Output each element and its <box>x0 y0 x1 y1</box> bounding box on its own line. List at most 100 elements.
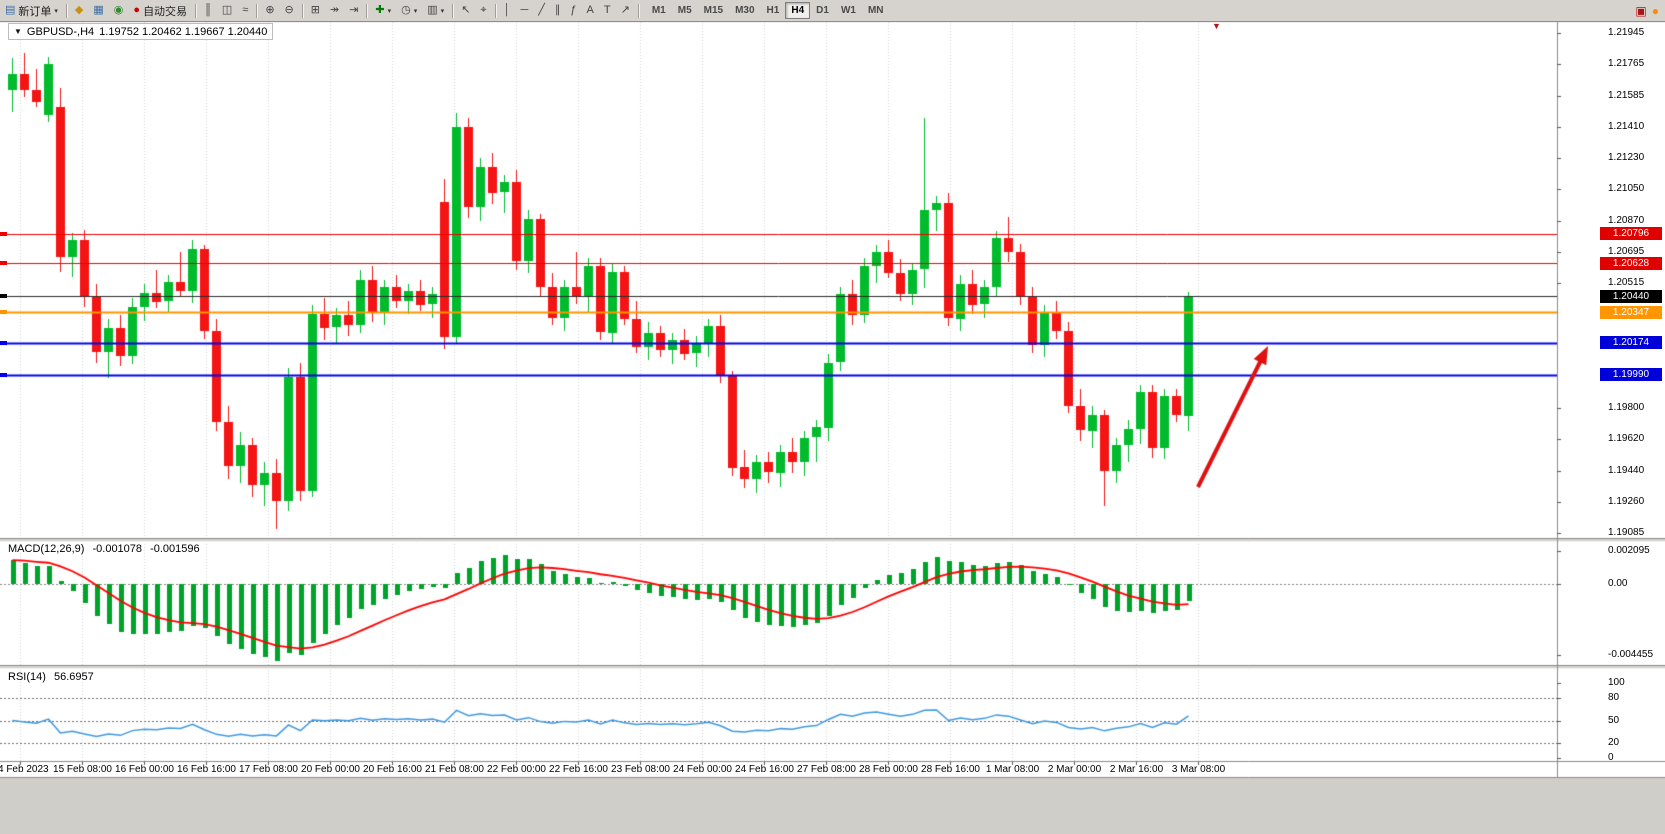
vertical-line-button[interactable]: │ <box>499 2 516 20</box>
macd-name: MACD(12,26,9) <box>8 543 85 555</box>
line-chart-button[interactable]: ≈ <box>237 2 253 20</box>
bars-chart-icon: ║ <box>204 4 212 16</box>
zoom-in-icon: ⊕ <box>265 4 275 16</box>
fibonacci-icon: ƒ <box>570 4 577 16</box>
toolbar-separator <box>65 3 67 18</box>
notifications-button[interactable]: ● <box>1651 3 1660 18</box>
timeframe-mn-button[interactable]: MN <box>862 2 890 19</box>
timeframe-m1-button[interactable]: M1 <box>646 2 672 19</box>
label-tool-button[interactable]: T <box>599 2 616 20</box>
dropdown-caret-icon: ▾ <box>54 7 58 15</box>
new-order-label: 新订单 <box>18 5 52 18</box>
arrows-tool-button[interactable]: ↗ <box>616 2 635 20</box>
chart-ohlc-values: 1.19752 1.20462 1.19667 1.20440 <box>99 25 268 38</box>
bars-chart-button[interactable]: ║ <box>199 2 217 20</box>
time-axis-label: 21 Feb 08:00 <box>425 764 484 775</box>
new-order-button[interactable]: ▤ 新订单 ▾ <box>0 2 63 20</box>
time-axis-label: 20 Feb 16:00 <box>363 764 422 775</box>
horizontal-line-button[interactable]: ─ <box>515 2 533 20</box>
periods-icon: ◷ <box>401 4 411 16</box>
cursor-button[interactable]: ↖ <box>456 2 475 20</box>
tile-windows-icon: ⊞ <box>310 4 320 16</box>
channel-icon: ∥ <box>554 4 561 16</box>
price-axis-label: 1.19260 <box>1608 496 1645 508</box>
timeframe-d1-button[interactable]: D1 <box>810 2 835 19</box>
chart-symbol-period: GBPUSD-,H4 <box>26 25 95 38</box>
tile-windows-button[interactable]: ⊞ <box>306 2 325 20</box>
zoom-out-button[interactable]: ⊖ <box>280 2 299 20</box>
rsi-name: RSI(14) <box>8 671 46 683</box>
time-axis-label: 22 Feb 16:00 <box>549 764 608 775</box>
channel-button[interactable]: ∥ <box>550 2 566 20</box>
timeframe-h4-button[interactable]: H4 <box>785 2 811 19</box>
macd-indicator-label: MACD(12,26,9) -0.001078 -0.001596 <box>8 543 205 555</box>
trendline-button[interactable]: ╱ <box>533 2 550 20</box>
autotrading-button[interactable]: ● 自动交易 <box>128 2 192 20</box>
candles-chart-button[interactable]: ◫ <box>217 2 237 20</box>
auto-scroll-button[interactable]: ↠ <box>325 2 344 20</box>
autotrading-label: 自动交易 <box>143 5 188 18</box>
macd-axis-label: 0.00 <box>1608 578 1628 589</box>
periods-button[interactable]: ◷ ▾ <box>396 2 422 20</box>
label-tool-icon: T <box>603 4 611 16</box>
hline-price-tag: 1.20796 <box>1600 227 1662 241</box>
time-axis-label: 15 Feb 08:00 <box>53 764 112 775</box>
toolbar-separator <box>301 3 303 18</box>
indicators-button[interactable]: ✚ ▾ <box>370 2 396 20</box>
time-axis-label: 1 Mar 08:00 <box>985 764 1040 775</box>
refresh-button[interactable]: ◉ <box>109 2 129 20</box>
price-axis-label: 1.20695 <box>1608 245 1645 257</box>
refresh-icon: ◉ <box>113 4 124 16</box>
timeframe-m5-button[interactable]: M5 <box>672 2 698 19</box>
timeframe-w1-button[interactable]: W1 <box>835 2 862 19</box>
rsi-value: 56.6957 <box>53 671 94 683</box>
rsi-axis-label: 0 <box>1608 752 1614 763</box>
macd-value: -0.001078 <box>92 543 143 555</box>
chart-shift-button[interactable]: ⇥ <box>344 2 363 20</box>
price-axis-label: 1.21230 <box>1608 152 1645 163</box>
hline-left-marker <box>0 340 7 345</box>
rsi-axis-label: 80 <box>1608 692 1620 703</box>
chart-shift-marker-icon[interactable]: ▼ <box>1212 21 1221 31</box>
hline-price-tag: 1.19990 <box>1600 368 1662 382</box>
one-click-collapse-icon[interactable]: ▼ <box>14 27 22 36</box>
market-watch-button[interactable]: ◆ <box>70 2 88 20</box>
vertical-line-icon: │ <box>503 4 511 16</box>
dropdown-caret-icon: ▾ <box>440 7 445 15</box>
fibonacci-button[interactable]: ƒ <box>565 2 581 20</box>
autotrading-icon: ● <box>133 4 141 16</box>
crosshair-button[interactable]: ⌖ <box>475 2 491 20</box>
chart-window-button[interactable]: ▦ <box>88 2 108 20</box>
rsi-axis-label: 20 <box>1608 737 1620 748</box>
price-axis-label: 1.21585 <box>1608 89 1645 101</box>
price-axis-label: 1.20870 <box>1608 214 1645 226</box>
time-axis-label: 16 Feb 00:00 <box>115 764 174 775</box>
zoom-in-button[interactable]: ⊕ <box>260 2 279 20</box>
templates-icon: ▥ <box>427 4 438 16</box>
time-axis-label: 22 Feb 00:00 <box>487 764 546 775</box>
timeframe-h1-button[interactable]: H1 <box>761 2 786 19</box>
timeframe-group: M1 M5 M15 M30 H1 H4 D1 W1 MN <box>646 2 890 19</box>
time-axis-label: 14 Feb 2023 <box>0 764 49 775</box>
price-axis-label: 1.21050 <box>1608 183 1645 195</box>
rsi-axis-label: 50 <box>1608 714 1620 726</box>
price-axis[interactable]: 1.21945 1.21765 1.21585 1.21410 1.21230 1.210… <box>1558 21 1665 777</box>
alerts-button[interactable]: ▣ <box>1634 3 1647 18</box>
hline-price-tag: 1.20628 <box>1600 256 1662 270</box>
notifications-icon: ● <box>1651 4 1659 18</box>
timeframe-m30-button[interactable]: M30 <box>729 2 760 19</box>
templates-button[interactable]: ▥ ▾ <box>422 2 449 20</box>
text-tool-button[interactable]: A <box>582 2 599 20</box>
time-axis-label: 24 Feb 16:00 <box>735 764 794 775</box>
zoom-out-icon: ⊖ <box>284 4 294 16</box>
chart-shift-icon: ⇥ <box>349 4 359 16</box>
timeframe-m15-button[interactable]: M15 <box>698 2 729 19</box>
time-axis-label: 23 Feb 08:00 <box>611 764 670 775</box>
price-axis-label: 1.21410 <box>1608 120 1645 132</box>
price-axis-label: 1.21945 <box>1608 27 1645 38</box>
time-axis-label: 24 Feb 00:00 <box>673 764 732 775</box>
toolbar-separator <box>366 3 368 18</box>
hline-price-tag: 1.20347 <box>1600 305 1662 319</box>
